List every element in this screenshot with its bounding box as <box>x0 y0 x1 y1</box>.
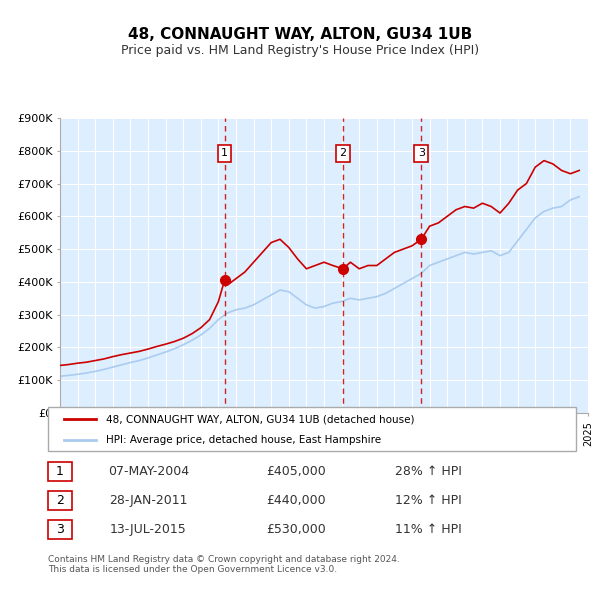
Text: £405,000: £405,000 <box>266 466 326 478</box>
FancyBboxPatch shape <box>48 463 72 481</box>
Text: 3: 3 <box>56 523 64 536</box>
Text: 2: 2 <box>339 149 346 158</box>
Text: 3: 3 <box>418 149 425 158</box>
Text: £440,000: £440,000 <box>266 494 326 507</box>
Text: 11% ↑ HPI: 11% ↑ HPI <box>395 523 461 536</box>
Text: 13-JUL-2015: 13-JUL-2015 <box>110 523 187 536</box>
Text: 28% ↑ HPI: 28% ↑ HPI <box>395 466 461 478</box>
FancyBboxPatch shape <box>48 520 72 539</box>
Text: 07-MAY-2004: 07-MAY-2004 <box>108 466 189 478</box>
Text: 12% ↑ HPI: 12% ↑ HPI <box>395 494 461 507</box>
FancyBboxPatch shape <box>48 491 72 510</box>
Text: 48, CONNAUGHT WAY, ALTON, GU34 1UB: 48, CONNAUGHT WAY, ALTON, GU34 1UB <box>128 27 472 41</box>
Text: 1: 1 <box>56 466 64 478</box>
Text: Contains HM Land Registry data © Crown copyright and database right 2024.
This d: Contains HM Land Registry data © Crown c… <box>48 555 400 574</box>
Text: HPI: Average price, detached house, East Hampshire: HPI: Average price, detached house, East… <box>106 435 381 445</box>
Text: Price paid vs. HM Land Registry's House Price Index (HPI): Price paid vs. HM Land Registry's House … <box>121 44 479 57</box>
FancyBboxPatch shape <box>48 407 576 451</box>
Text: £530,000: £530,000 <box>266 523 326 536</box>
Text: 2: 2 <box>56 494 64 507</box>
Text: 28-JAN-2011: 28-JAN-2011 <box>109 494 188 507</box>
Text: 48, CONNAUGHT WAY, ALTON, GU34 1UB (detached house): 48, CONNAUGHT WAY, ALTON, GU34 1UB (deta… <box>106 415 415 424</box>
Text: 1: 1 <box>221 149 228 158</box>
